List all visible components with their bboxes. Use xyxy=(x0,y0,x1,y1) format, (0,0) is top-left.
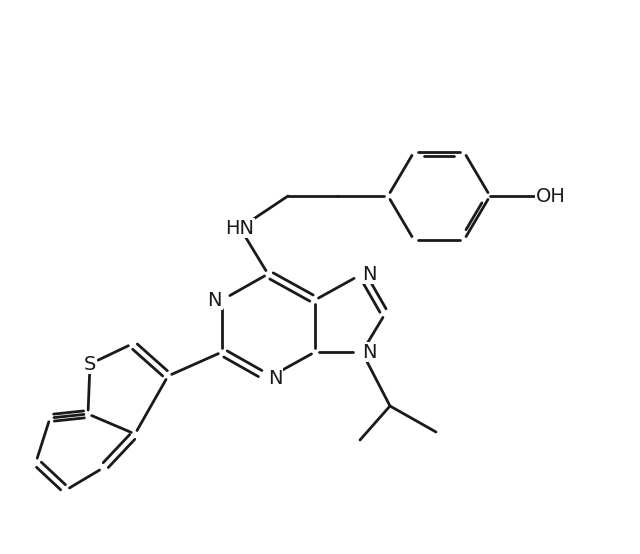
Text: S: S xyxy=(84,355,96,373)
Text: N: N xyxy=(362,342,376,362)
Text: OH: OH xyxy=(536,187,566,206)
Text: N: N xyxy=(268,368,282,387)
Text: N: N xyxy=(362,264,376,284)
Text: HN: HN xyxy=(225,218,255,238)
Text: N: N xyxy=(207,290,222,310)
